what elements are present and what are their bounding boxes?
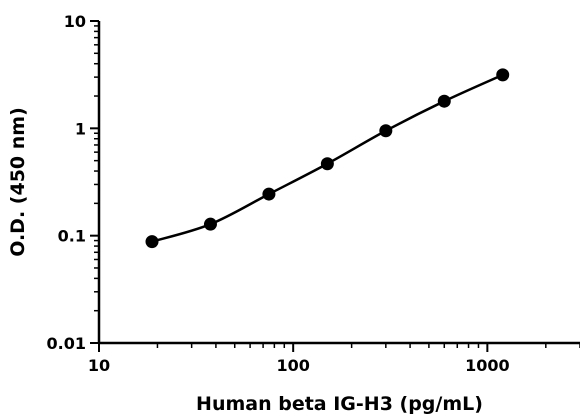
x-tick-label: 1000 [465, 356, 510, 375]
x-axis-title: Human beta IG-H3 (pg/mL) [196, 393, 483, 415]
y-tick-label: 10 [64, 12, 86, 31]
y-axis: 0.01 0.1 1 10 [47, 12, 101, 353]
data-point [145, 235, 159, 249]
y-tick-label: 0.01 [47, 334, 86, 353]
x-tick-label: 100 [276, 356, 309, 375]
data-point [437, 94, 451, 108]
data-point [379, 124, 393, 138]
data-point [203, 217, 217, 231]
y-tick-label: 0.1 [58, 227, 86, 246]
y-axis-title: O.D. (450 nm) [7, 107, 29, 257]
y-tick-label: 1 [75, 119, 86, 138]
data-points [145, 68, 510, 249]
x-tick-label: 10 [88, 356, 110, 375]
data-point [496, 68, 510, 82]
data-point [262, 187, 276, 201]
x-axis: 10 100 1000 [88, 341, 580, 375]
data-point [320, 157, 334, 171]
